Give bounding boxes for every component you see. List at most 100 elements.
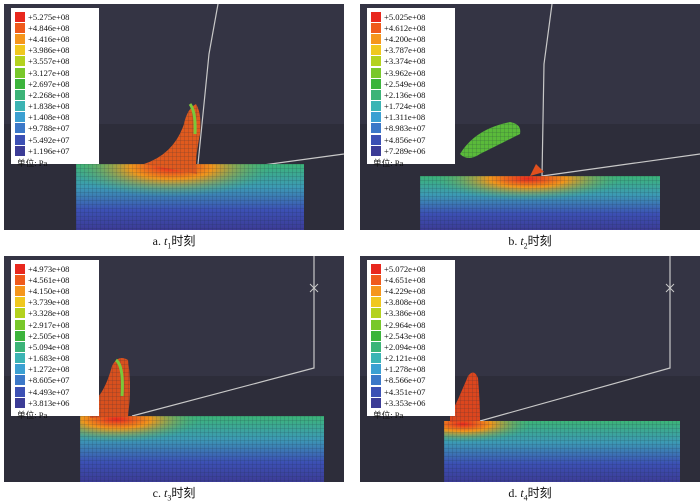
- legend-swatch: [15, 341, 25, 352]
- legend-value: +1.683e+08: [28, 353, 70, 364]
- legend-value: +2.268e+08: [28, 89, 70, 100]
- legend-value: +4.651e+08: [384, 274, 426, 285]
- legend-value: +4.612e+08: [384, 22, 426, 33]
- legend-value: +2.136e+08: [384, 89, 426, 100]
- legend-value: +2.549e+08: [384, 78, 426, 89]
- legend-swatch: [15, 22, 25, 33]
- legend-row: +2.136e+08: [371, 89, 452, 100]
- legend-rows-b: +5.025e+08 +4.612e+08 +4.200e+08 +3.787e+08…: [371, 11, 452, 156]
- legend-value: +4.493e+07: [28, 386, 70, 397]
- legend-swatch: [371, 274, 381, 285]
- legend-row: +4.651e+08: [371, 274, 452, 285]
- caption-suffix-c: 时刻: [171, 486, 196, 500]
- legend-row: +5.025e+08: [371, 11, 452, 22]
- legend-rows-c: +4.973e+08 +4.561e+08 +4.150e+08 +3.739e+08…: [15, 263, 96, 408]
- legend-swatch: [371, 364, 381, 375]
- legend-value: +3.374e+08: [384, 56, 426, 67]
- legend-value: +5.072e+08: [384, 263, 426, 274]
- legend-row: +1.272e+08: [15, 364, 96, 375]
- legend-row: +2.543e+08: [371, 330, 452, 341]
- legend-unit-d: 单位: Pa: [373, 410, 404, 421]
- legend-swatch: [371, 101, 381, 112]
- legend-value: +3.386e+08: [384, 308, 426, 319]
- legend-value: +4.229e+08: [384, 285, 426, 296]
- caption-var-b: t: [520, 234, 524, 248]
- legend-value: +4.846e+08: [28, 22, 70, 33]
- legend-value: +4.351e+07: [384, 386, 426, 397]
- legend-row: +1.311e+08: [371, 112, 452, 123]
- caption-sub-a: 1: [167, 241, 172, 251]
- legend-swatch: [371, 297, 381, 308]
- legend-swatch: [15, 56, 25, 67]
- color-legend-a: +5.275e+08 +4.846e+08 +4.416e+08 +3.986e+08…: [11, 8, 99, 168]
- legend-row: +5.275e+08: [15, 11, 96, 22]
- legend-swatch: [15, 386, 25, 397]
- legend-row: +5.094e+08: [15, 341, 96, 352]
- legend-value: +2.697e+08: [28, 78, 70, 89]
- legend-value: +1.278e+08: [384, 364, 426, 375]
- legend-swatch: [15, 375, 25, 386]
- legend-swatch: [371, 353, 381, 364]
- legend-swatch: [371, 89, 381, 100]
- legend-swatch: [15, 319, 25, 330]
- caption-var-d: t: [520, 486, 524, 500]
- legend-value: +1.408e+08: [28, 112, 70, 123]
- legend-swatch: [371, 386, 381, 397]
- legend-row: +5.072e+08: [371, 263, 452, 274]
- legend-row: +1.838e+08: [15, 101, 96, 112]
- simulation-image-a: [4, 4, 344, 230]
- legend-swatch: [371, 67, 381, 78]
- caption-prefix-a: a.: [152, 234, 161, 248]
- legend-row: +3.557e+08: [15, 56, 96, 67]
- legend-row: +4.351e+07: [371, 386, 452, 397]
- legend-value: +3.739e+08: [28, 297, 70, 308]
- legend-row: +4.229e+08: [371, 285, 452, 296]
- legend-swatch: [371, 397, 381, 408]
- legend-swatch: [371, 33, 381, 44]
- caption-prefix-d: d.: [508, 486, 518, 500]
- caption-prefix-c: c.: [152, 486, 161, 500]
- legend-row: +3.353e+06: [371, 397, 452, 408]
- legend-value: +1.838e+08: [28, 101, 70, 112]
- legend-value: +1.272e+08: [28, 364, 70, 375]
- legend-row: +2.697e+08: [15, 78, 96, 89]
- legend-row: +3.328e+08: [15, 308, 96, 319]
- legend-row: +4.493e+07: [15, 386, 96, 397]
- legend-value: +2.917e+08: [28, 319, 70, 330]
- legend-value: +5.492e+07: [28, 134, 70, 145]
- legend-value: +1.311e+08: [384, 112, 426, 123]
- legend-row: +8.605e+07: [15, 375, 96, 386]
- legend-row: +3.127e+08: [15, 67, 96, 78]
- legend-value: +8.983e+07: [384, 123, 426, 134]
- legend-rows-a: +5.275e+08 +4.846e+08 +4.416e+08 +3.986e+08…: [15, 11, 96, 156]
- legend-value: +2.543e+08: [384, 330, 426, 341]
- legend-swatch: [15, 11, 25, 22]
- legend-swatch: [15, 145, 25, 156]
- legend-swatch: [371, 123, 381, 134]
- legend-row: +3.374e+08: [371, 56, 452, 67]
- legend-swatch: [371, 375, 381, 386]
- legend-value: +9.788e+07: [28, 123, 70, 134]
- legend-row: +4.561e+08: [15, 274, 96, 285]
- legend-value: +1.196e+07: [28, 145, 70, 156]
- legend-row: +2.121e+08: [371, 353, 452, 364]
- legend-swatch: [15, 89, 25, 100]
- caption-var-a: t: [163, 234, 168, 248]
- legend-value: +1.724e+08: [384, 101, 426, 112]
- legend-row: +2.505e+08: [15, 330, 96, 341]
- legend-value: +4.416e+08: [28, 33, 70, 44]
- panel-b: +5.025e+08 +4.612e+08 +4.200e+08 +3.787e+08…: [360, 4, 700, 230]
- legend-row: +3.386e+08: [371, 308, 452, 319]
- legend-swatch: [15, 33, 25, 44]
- legend-row: +2.094e+08: [371, 341, 452, 352]
- caption-suffix-b: 时刻: [527, 234, 552, 248]
- color-legend-c: +4.973e+08 +4.561e+08 +4.150e+08 +3.739e+08…: [11, 260, 99, 420]
- legend-value: +3.986e+08: [28, 45, 70, 56]
- panel-c: +4.973e+08 +4.561e+08 +4.150e+08 +3.739e+08…: [4, 256, 344, 482]
- caption-b: b. t2时刻: [360, 232, 700, 250]
- legend-rows-d: +5.072e+08 +4.651e+08 +4.229e+08 +3.808e+08…: [371, 263, 452, 408]
- legend-row: +4.150e+08: [15, 285, 96, 296]
- legend-row: +4.200e+08: [371, 33, 452, 44]
- legend-value: +8.566e+07: [384, 375, 426, 386]
- legend-value: +7.289e+06: [384, 145, 426, 156]
